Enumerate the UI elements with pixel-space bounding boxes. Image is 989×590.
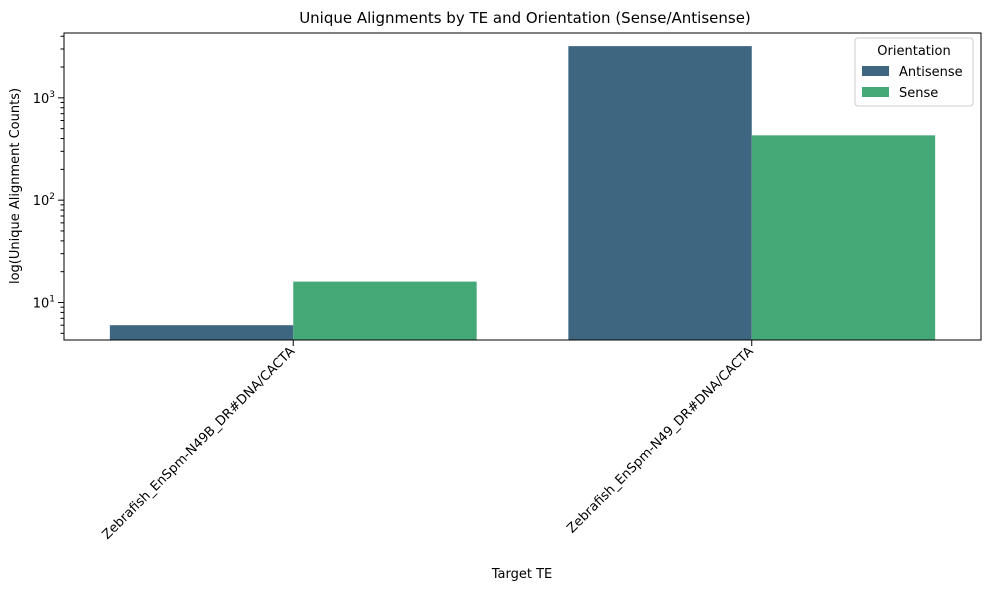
y-axis: 101 102 103	[33, 35, 64, 334]
legend-swatch-sense	[862, 87, 889, 97]
y-tick-label: 102	[33, 192, 55, 209]
legend-label-sense: Sense	[899, 86, 938, 101]
bar-antisense-1	[109, 325, 294, 340]
x-tick-label: Zebrafish_EnSpm-N49B_DR#DNA/CACTA	[100, 344, 299, 543]
legend: Orientation Antisense Sense	[854, 37, 974, 107]
y-tick-label: 101	[33, 294, 55, 311]
x-axis-label: Target TE	[491, 567, 553, 582]
x-tick-label: Zebrafish_EnSpm-N49_DR#DNA/CACTA	[564, 344, 756, 536]
bar-sense-2	[751, 135, 936, 340]
plot-area	[109, 46, 936, 340]
legend-title: Orientation	[877, 44, 950, 59]
legend-label-antisense: Antisense	[899, 65, 963, 80]
x-axis: Zebrafish_EnSpm-N49B_DR#DNA/CACTA Zebrafi…	[100, 340, 757, 543]
chart-title: Unique Alignments by TE and Orientation …	[299, 9, 751, 27]
bar-sense-1	[293, 281, 477, 340]
legend-swatch-antisense	[862, 66, 889, 76]
bar-antisense-2	[568, 46, 752, 340]
y-tick-label: 103	[33, 90, 55, 107]
y-axis-label: log(Unique Alignment Counts)	[8, 88, 23, 284]
plot-frame	[63, 32, 982, 341]
